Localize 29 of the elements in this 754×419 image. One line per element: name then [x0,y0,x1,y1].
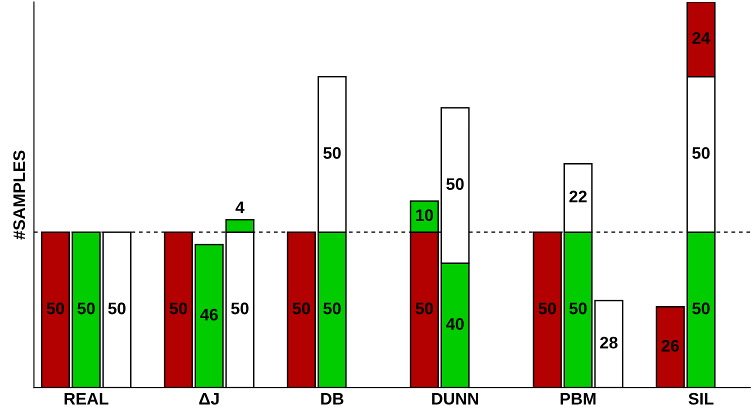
data-label: 50 [46,302,64,314]
data-label: 50 [323,147,341,159]
data-label: 50 [569,302,587,314]
data-label: 50 [446,178,464,190]
data-label: 50 [538,302,556,314]
x-tick-label: DB [321,393,344,405]
data-label: 50 [692,302,710,314]
y-axis-title: #SAMPLES [13,150,26,240]
data-label: 50 [170,302,188,314]
data-label: 50 [292,302,310,314]
data-label: 46 [200,308,218,321]
data-label: 50 [323,302,341,314]
data-label: 10 [416,209,433,222]
data-label: 22 [569,190,587,202]
data-label: 50 [231,302,248,314]
data-label: 50 [77,302,95,314]
x-tick-label: REAL [64,393,108,405]
data-label: 50 [108,302,126,314]
x-tick-label: ΔJ [199,393,219,405]
data-label: 50 [692,147,710,159]
data-label: 40 [446,318,464,330]
data-label: 26 [662,340,679,352]
x-tick-label: DUNN [432,393,478,405]
data-label: 4 [236,202,244,214]
data-label: 28 [600,336,618,349]
data-label: 50 [416,302,433,314]
data-label: 24 [692,32,710,44]
x-tick-label: SIL [688,392,714,405]
x-tick-label: PBM [560,393,596,405]
